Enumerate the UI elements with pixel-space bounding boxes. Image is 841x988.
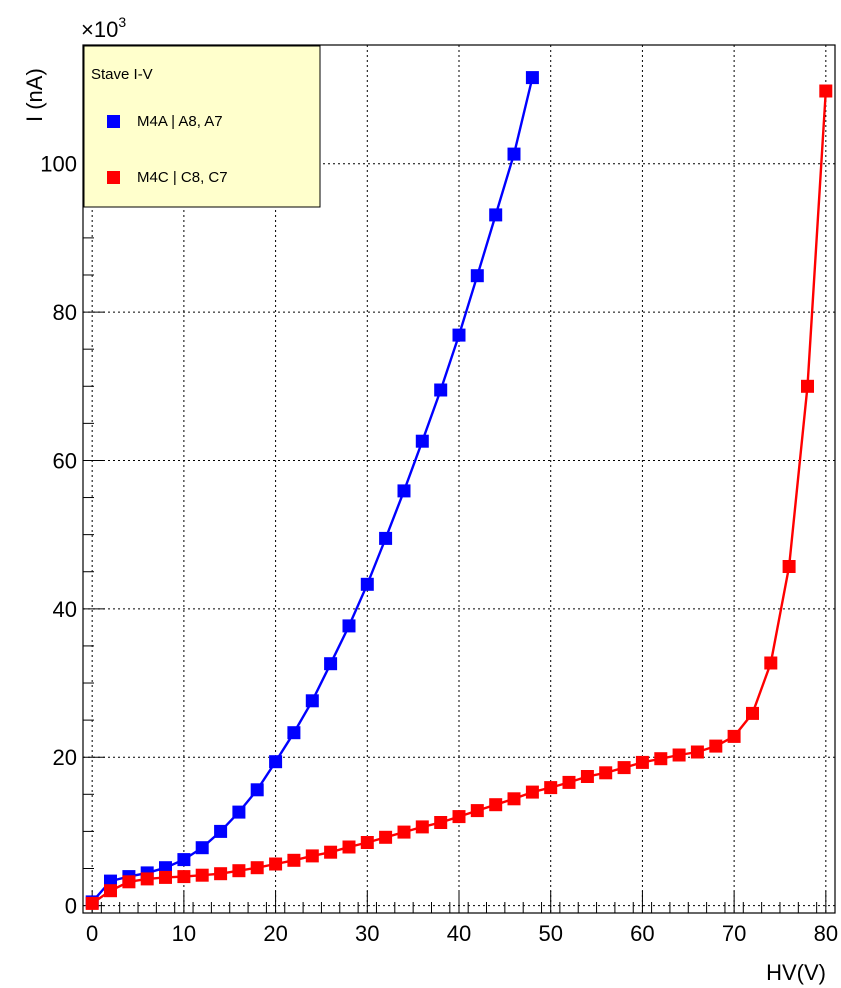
data-point	[122, 875, 136, 889]
data-point	[342, 619, 356, 633]
data-point	[140, 872, 154, 886]
data-point	[195, 841, 209, 855]
data-point	[782, 560, 796, 573]
y-tick-label: 60	[53, 448, 77, 473]
x-tick-label: 50	[538, 921, 562, 946]
data-point	[250, 783, 264, 797]
x-tick-label: 20	[263, 921, 287, 946]
data-point	[525, 785, 539, 799]
data-point	[727, 729, 741, 743]
data-point	[177, 853, 191, 867]
data-point	[562, 775, 576, 789]
data-point	[305, 694, 319, 708]
data-point	[452, 328, 466, 342]
data-point	[397, 484, 411, 498]
series-layer	[85, 71, 833, 910]
data-point	[709, 739, 723, 753]
data-point	[635, 755, 649, 769]
data-point	[525, 71, 539, 85]
y-tick-label: 0	[65, 894, 77, 919]
x-tick-label: 80	[814, 921, 838, 946]
legend: Stave I-V M4A | A8, A7 M4C | C8, C7	[83, 45, 321, 208]
data-point	[801, 379, 814, 393]
data-point	[672, 748, 686, 762]
data-point	[269, 755, 283, 769]
data-point	[489, 798, 503, 812]
data-point	[324, 845, 338, 859]
x-axis-title: HV(V)	[766, 960, 826, 985]
data-point	[287, 726, 301, 740]
data-point	[232, 864, 246, 878]
data-point	[287, 853, 301, 867]
data-point	[195, 868, 209, 882]
data-point	[654, 752, 668, 766]
data-point	[342, 840, 356, 854]
data-point	[360, 577, 374, 591]
data-point	[104, 884, 117, 898]
data-point	[434, 383, 448, 397]
data-point	[507, 147, 521, 161]
data-point	[746, 706, 759, 720]
data-point	[599, 766, 613, 780]
x-tick-label: 0	[86, 921, 98, 946]
data-point	[434, 816, 448, 829]
data-point	[415, 820, 429, 834]
legend-box	[83, 45, 321, 208]
x-tick-label: 30	[355, 921, 379, 946]
data-point	[507, 792, 521, 806]
data-point	[269, 857, 283, 871]
y-axis-title: I (nA)	[22, 68, 47, 122]
data-point	[415, 434, 429, 448]
data-point	[580, 770, 594, 783]
y-tick-label: 100	[40, 152, 77, 177]
y-tick-label: 40	[53, 597, 77, 622]
data-point	[379, 830, 393, 844]
data-point	[214, 867, 228, 881]
data-point	[250, 861, 264, 875]
data-point	[324, 657, 338, 671]
data-point	[379, 531, 393, 545]
data-point	[305, 849, 319, 863]
legend-marker-m4a	[107, 115, 120, 128]
data-point	[177, 870, 191, 884]
x-tick-label: 40	[447, 921, 471, 946]
data-point	[544, 781, 558, 795]
data-point	[764, 656, 778, 670]
legend-title: Stave I-V	[91, 66, 153, 83]
legend-marker-m4c	[107, 171, 120, 184]
axis-ticks	[82, 51, 836, 913]
y-tick-label: 20	[53, 745, 77, 770]
data-point	[159, 870, 172, 884]
data-point	[489, 208, 503, 222]
data-point	[690, 745, 704, 759]
y-multiplier-label: ×103	[81, 14, 126, 42]
tick-labels: 0 10 20 30 40 50 60 70 80 0 20 40 60 80 100	[40, 152, 838, 946]
legend-label-m4a: M4A | A8, A7	[137, 113, 223, 130]
x-tick-label: 70	[722, 921, 746, 946]
x-tick-label: 10	[172, 921, 196, 946]
data-point	[85, 896, 99, 910]
y-tick-label: 80	[53, 300, 77, 325]
data-point	[232, 805, 246, 819]
data-point	[452, 810, 466, 824]
data-point	[360, 836, 374, 849]
data-point	[470, 269, 484, 283]
x-tick-label: 60	[630, 921, 654, 946]
data-point	[470, 804, 484, 818]
series-1	[85, 84, 833, 910]
legend-label-m4c: M4C | C8, C7	[137, 169, 228, 186]
data-point	[397, 825, 411, 839]
data-point	[819, 84, 833, 98]
data-point	[617, 761, 631, 775]
data-point	[214, 824, 228, 838]
